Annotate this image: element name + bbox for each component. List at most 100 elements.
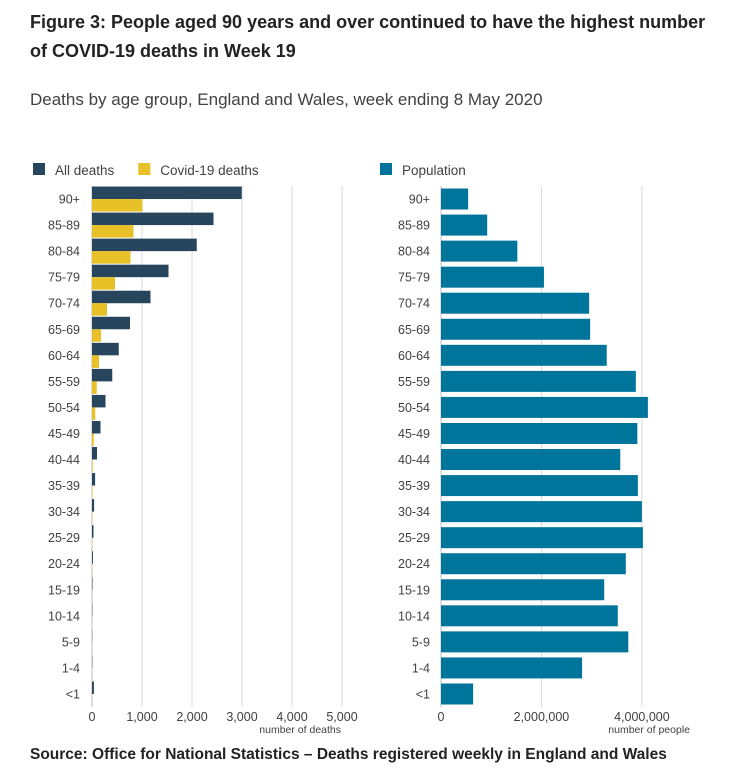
category-label: 5-9	[62, 635, 80, 649]
chart-subtitle: Deaths by age group, England and Wales, …	[30, 90, 543, 109]
category-label: 90+	[409, 193, 430, 207]
population-bar	[441, 605, 618, 627]
category-label: 60-64	[398, 349, 430, 363]
category-label: 40-44	[398, 453, 430, 467]
population-bar	[441, 475, 638, 497]
covid-deaths-bar	[92, 225, 134, 238]
all-deaths-bar	[92, 290, 151, 304]
x-axis-label: number of people	[608, 724, 690, 736]
category-label: 80-84	[48, 245, 80, 259]
category-label: 15-19	[48, 583, 80, 597]
category-label: 35-39	[398, 479, 430, 493]
population-bar	[441, 214, 488, 236]
category-label: 65-69	[48, 323, 80, 337]
legend-label: Covid-19 deaths	[160, 163, 259, 178]
category-label: 30-34	[398, 505, 430, 519]
all-deaths-bar	[92, 499, 95, 512]
legend-label: Population	[402, 163, 466, 178]
covid-deaths-bar	[92, 199, 143, 212]
category-label: 70-74	[48, 297, 80, 311]
legend-swatch	[33, 163, 45, 175]
population-bar	[441, 501, 642, 523]
all-deaths-bar	[92, 447, 97, 460]
covid-deaths-bar	[92, 329, 101, 342]
population-bar	[441, 292, 590, 314]
category-label: 85-89	[398, 219, 430, 233]
all-deaths-bar	[92, 342, 119, 356]
covid-deaths-bar	[92, 355, 99, 368]
category-label: 80-84	[398, 245, 430, 259]
all-deaths-bar	[92, 473, 96, 486]
all-deaths-bar	[92, 420, 101, 434]
population-bar	[441, 318, 591, 340]
category-label: 25-29	[398, 531, 430, 545]
population-bar	[441, 527, 643, 549]
category-label: 1-4	[62, 661, 80, 675]
all-deaths-bar	[92, 212, 214, 226]
category-label: 20-24	[48, 557, 80, 571]
legend-swatch	[380, 163, 392, 175]
category-label: 85-89	[48, 219, 80, 233]
category-label: 1-4	[412, 661, 430, 675]
covid-deaths-bar	[92, 485, 93, 499]
category-label: 65-69	[398, 323, 430, 337]
category-label: 55-59	[48, 375, 80, 389]
covid-deaths-bar	[92, 251, 131, 264]
population-bar	[441, 370, 636, 392]
x-tick-label: 2,000	[176, 710, 207, 724]
population-bar	[441, 240, 518, 262]
all-deaths-bar	[92, 186, 242, 200]
category-label: 10-14	[48, 609, 80, 623]
covid-deaths-bar	[92, 433, 94, 446]
category-label: 50-54	[48, 401, 80, 415]
legend-swatch	[138, 163, 151, 175]
category-label: 75-79	[398, 271, 430, 285]
category-label: <1	[416, 687, 430, 701]
population-bar	[441, 449, 621, 471]
population-bar	[441, 422, 638, 444]
population-bar	[441, 631, 629, 653]
population-bar	[441, 553, 626, 575]
covid-deaths-bar	[92, 407, 96, 420]
population-bar	[441, 396, 648, 418]
all-deaths-bar	[92, 238, 197, 252]
covid-deaths-bar	[92, 381, 97, 394]
category-label: 90+	[59, 193, 80, 207]
all-deaths-bar	[92, 316, 130, 330]
category-label: 45-49	[398, 427, 430, 441]
category-label: <1	[66, 687, 80, 701]
all-deaths-bar	[92, 577, 93, 590]
category-label: 15-19	[398, 583, 430, 597]
x-tick-label: 1,000	[126, 710, 157, 724]
all-deaths-bar	[92, 264, 169, 278]
category-label: 20-24	[398, 557, 430, 571]
source-note: Source: Office for National Statistics –…	[30, 746, 667, 763]
chart-title: Figure 3: People aged 90 years and over …	[30, 12, 706, 61]
category-label: 50-54	[398, 401, 430, 415]
all-deaths-bar	[92, 368, 113, 382]
category-label: 45-49	[48, 427, 80, 441]
category-label: 25-29	[48, 531, 80, 545]
category-label: 5-9	[412, 635, 430, 649]
x-tick-label: 0	[438, 710, 445, 724]
category-label: 40-44	[48, 453, 80, 467]
all-deaths-bar	[92, 394, 106, 408]
all-deaths-bar	[92, 551, 93, 564]
category-label: 30-34	[48, 505, 80, 519]
covid-deaths-bar	[92, 459, 93, 473]
population-bar	[441, 344, 607, 366]
category-label: 35-39	[48, 479, 80, 493]
population-bar	[441, 657, 583, 679]
category-label: 70-74	[398, 297, 430, 311]
x-axis-label: number of deaths	[259, 724, 341, 736]
x-tick-label: 4,000,000	[614, 710, 670, 724]
x-tick-label: 5,000	[326, 710, 357, 724]
x-tick-label: 0	[89, 710, 96, 724]
covid-deaths-bar	[92, 303, 107, 316]
x-tick-label: 4,000	[276, 710, 307, 724]
population-bar	[441, 579, 605, 601]
category-label: 55-59	[398, 375, 430, 389]
population-bar	[441, 683, 474, 705]
population-bar	[441, 266, 544, 288]
